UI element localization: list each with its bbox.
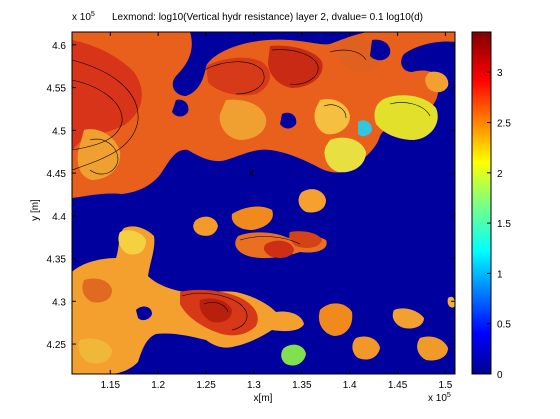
colorbar-tick-label: 2	[497, 169, 503, 180]
y-tick-label: 4.55	[47, 84, 67, 95]
x-tick-label: 1.5	[438, 380, 452, 391]
y-tick-label: 4.3	[52, 297, 66, 308]
colorbar-tick-label: 0.5	[497, 320, 511, 331]
y-tick-label: 4.35	[47, 255, 67, 266]
colorbar-tick-label: 2.5	[497, 119, 511, 130]
x-tick-label: 1.45	[388, 380, 408, 391]
annotation-label: k	[249, 168, 255, 179]
x-tick-label: 1.2	[151, 380, 165, 391]
x-axis-label: x[m]	[254, 393, 273, 404]
colorbar-tick-label: 1	[497, 269, 503, 280]
x-exponent-label: x 105	[428, 392, 451, 404]
colorbar-tick-label: 1.5	[497, 219, 511, 230]
colorbar-axis: 0 0.5 1 1.5 2 2.5 3	[487, 68, 511, 381]
x-tick-label: 1.25	[196, 380, 216, 391]
contour-patches	[72, 32, 455, 374]
colorbar	[471, 31, 492, 375]
plot-frame	[71, 31, 456, 375]
x-tick-label: 1.3	[247, 380, 261, 391]
y-tick-label: 4.6	[52, 41, 66, 52]
x-tick-label: 1.35	[292, 380, 312, 391]
x-axis: 1.15 1.2 1.25 1.3 1.35 1.4 1.45 1.5	[101, 32, 453, 391]
chart-title: Lexmond: log10(Vertical hydr resistance)…	[112, 12, 423, 23]
y-axis: 4.25 4.3 4.35 4.4 4.45 4.5 4.55 4.6	[47, 41, 455, 351]
y-tick-label: 4.4	[52, 212, 66, 223]
x-tick-label: 1.15	[101, 380, 121, 391]
patch-island-1	[231, 206, 273, 230]
contour-lines	[72, 49, 431, 331]
y-tick-label: 4.25	[47, 340, 67, 351]
colorbar-tick-label: 3	[497, 68, 503, 79]
y-tick-label: 4.45	[47, 169, 67, 180]
y-axis-label: y [m]	[30, 199, 41, 221]
y-tick-label: 4.5	[52, 126, 66, 137]
y-exponent-label: x 105	[72, 11, 95, 23]
x-tick-label: 1.4	[343, 380, 357, 391]
colorbar-tick-label: 0	[497, 370, 503, 381]
patch-east-arm	[374, 95, 438, 140]
